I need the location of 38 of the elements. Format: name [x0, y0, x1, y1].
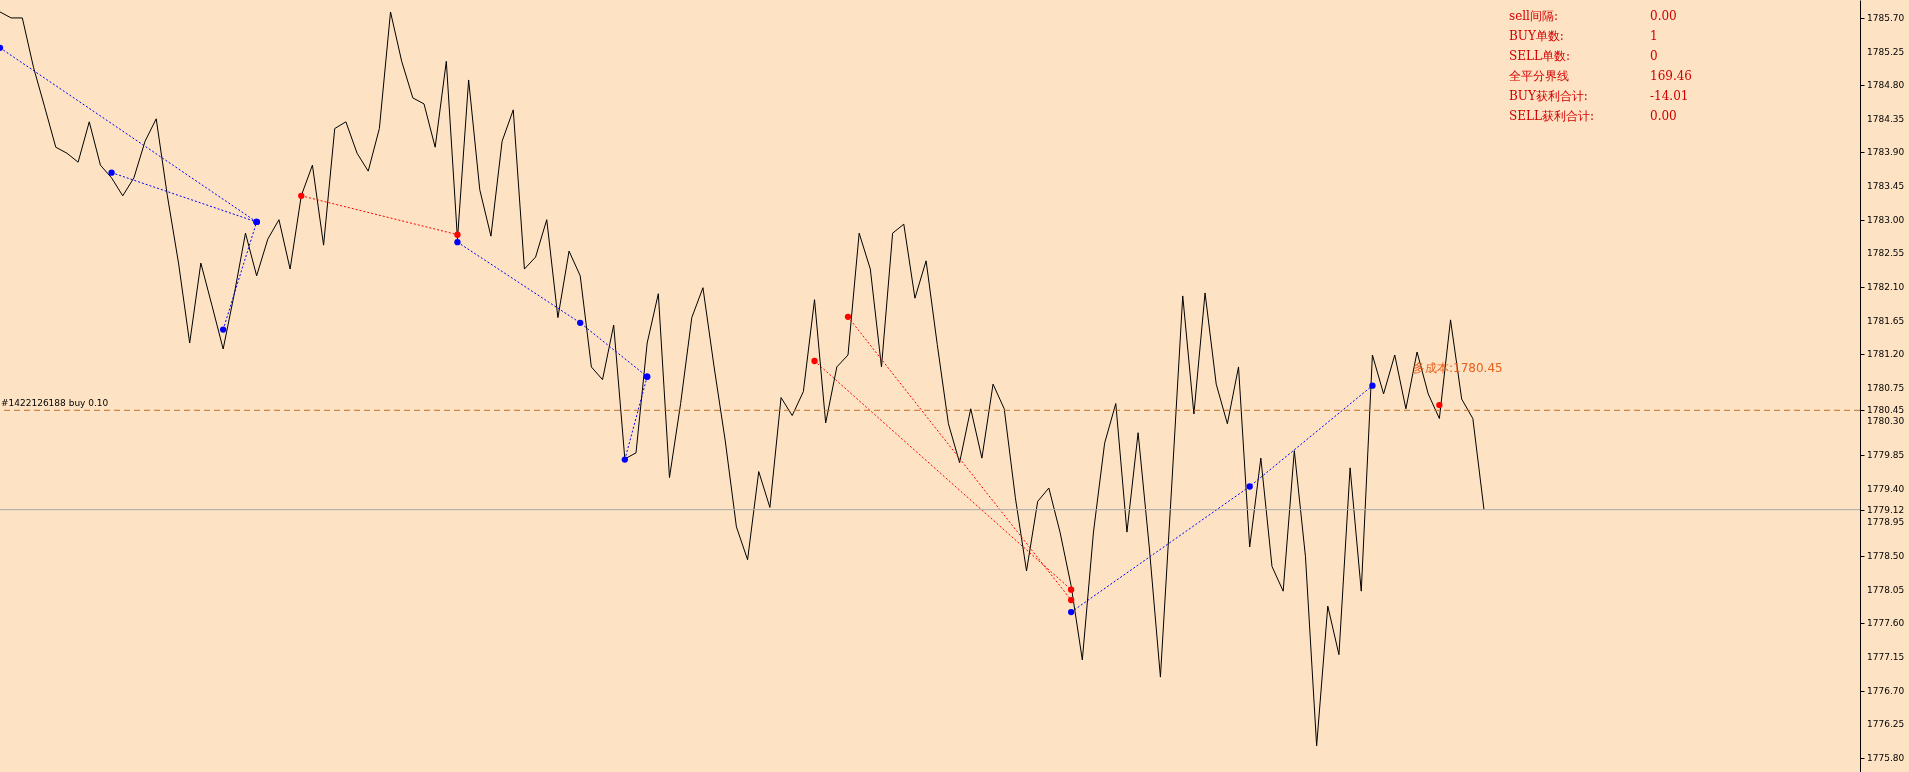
y-tick-label: 1783.90: [1867, 147, 1905, 158]
y-tick-label: 1781.20: [1867, 349, 1905, 360]
y-tick-label: 1776.70: [1867, 685, 1905, 696]
y-tick-label: 1780.75: [1867, 382, 1905, 393]
y-tick-label: 1775.80: [1867, 752, 1905, 763]
y-tick-label: 1784.80: [1867, 80, 1905, 91]
y-tick-label: 1777.60: [1867, 618, 1905, 629]
y-tick-label: 1785.70: [1867, 12, 1905, 23]
y-tick-label: 1784.35: [1867, 113, 1905, 124]
text: 0.00: [1650, 109, 1677, 123]
text: 169.46: [1650, 69, 1692, 83]
y-tick-label: 1776.25: [1867, 719, 1905, 730]
text: BUY获利合计:: [1509, 89, 1588, 103]
text: SELL单数:: [1509, 49, 1570, 63]
y-tick-label: 1778.05: [1867, 584, 1905, 595]
text: 0: [1650, 49, 1658, 63]
y-tick-label: 1783.45: [1867, 181, 1905, 192]
y-tick-label: 1779.85: [1867, 450, 1905, 461]
y-tick-label: 1779.40: [1867, 483, 1905, 494]
text: -14.01: [1650, 89, 1689, 103]
text: BUY单数:: [1509, 29, 1564, 43]
y-tick-label: 1782.55: [1867, 248, 1905, 259]
y-tick-label: 1778.50: [1867, 551, 1905, 562]
text: 1: [1650, 29, 1658, 43]
text: 0.00: [1650, 9, 1677, 23]
y-tick-label: 1780.30: [1867, 416, 1905, 427]
y-tick-label: 1781.65: [1867, 315, 1905, 326]
y-tick-label: 1779.12: [1867, 504, 1905, 515]
text: sell间隔:: [1509, 9, 1558, 23]
y-tick-label: 1785.25: [1867, 46, 1905, 57]
text: SELL获利合计:: [1509, 109, 1594, 123]
y-tick-label: 1778.95: [1867, 517, 1905, 528]
ref-line-label: #1422126188 buy 0.10: [1, 398, 109, 409]
y-tick-label: 1782.10: [1867, 281, 1905, 292]
y-tick-label: 1777.15: [1867, 651, 1905, 662]
text: 全平分界线: [1509, 69, 1569, 83]
y-tick-label: 1783.00: [1867, 214, 1905, 225]
y-tick-label: 1780.45: [1867, 405, 1905, 416]
